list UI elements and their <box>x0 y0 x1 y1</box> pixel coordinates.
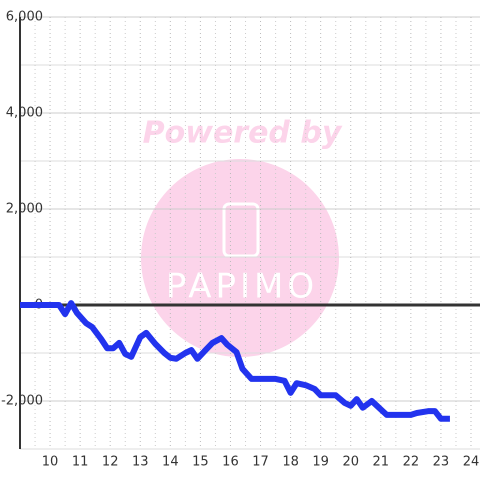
x-tick-label: 11 <box>72 455 89 470</box>
y-tick-label: 6,000 <box>6 10 43 25</box>
x-tick-label: 13 <box>132 455 149 470</box>
watermark-title: Powered by <box>143 116 343 151</box>
x-tick-label: 14 <box>162 455 179 470</box>
watermark-logo: PAPIMO <box>166 267 318 307</box>
x-tick-label: 16 <box>222 455 239 470</box>
watermark-icon <box>222 202 260 258</box>
y-tick-label: 2,000 <box>6 202 43 217</box>
x-tick-label: 21 <box>373 455 390 470</box>
x-tick-label: 20 <box>342 455 359 470</box>
x-tick-label: 12 <box>102 455 119 470</box>
x-tick-label: 23 <box>433 455 450 470</box>
x-tick-label: 24 <box>463 455 480 470</box>
x-tick-label: 19 <box>312 455 329 470</box>
x-tick-label: 15 <box>192 455 209 470</box>
y-tick-label: -2,000 <box>1 394 43 409</box>
x-tick-label: 18 <box>282 455 299 470</box>
data-line <box>20 300 450 422</box>
y-tick-label: 4,000 <box>6 106 43 121</box>
x-tick-label: 17 <box>252 455 269 470</box>
x-tick-label: 22 <box>403 455 420 470</box>
x-tick-label: 10 <box>42 455 59 470</box>
